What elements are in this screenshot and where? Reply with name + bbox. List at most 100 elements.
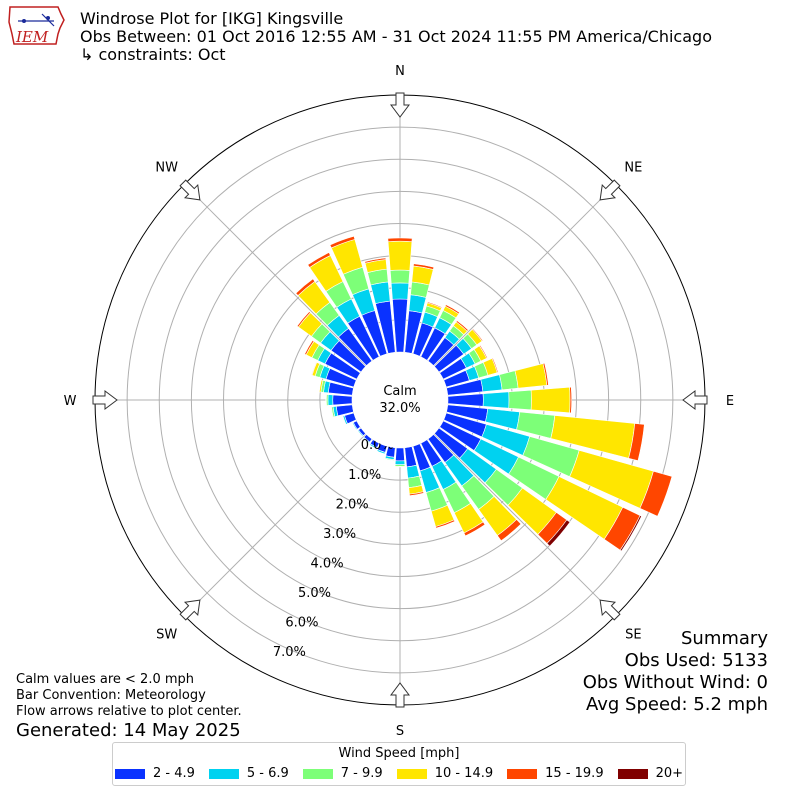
wind-bar-segment [390,282,410,300]
iowa-map-icon: IEM [8,6,65,46]
direction-label-nw: NW [155,161,178,176]
wind-bar-segment [480,374,503,393]
grid-spoke [183,183,367,367]
avg-speed: Avg Speed: 5.2 mph [586,694,768,715]
wind-bars [295,235,673,552]
flow-arrow-w [92,390,118,410]
legend-swatch [302,768,333,779]
direction-labels: N NE E SE S SW W NW [64,64,735,739]
chart-header: Windrose Plot for [IKG] Kingsville Obs B… [80,10,712,64]
wind-bar-segment [369,443,378,450]
direction-label-sw: SW [156,627,177,642]
legend-items: 2 - 4.9 5 - 6.9 7 - 9.9 10 - 14.9 15 - 19.9 2… [113,766,685,781]
legend-label: 5 - 6.9 [246,766,289,781]
wind-bar-segment [639,470,673,517]
notes-panel: Calm values are < 2.0 mph Bar Convention… [16,672,242,742]
flow-arrow-ne [599,179,621,201]
wind-bar-segment [435,519,456,529]
wind-bar-segment [362,436,371,444]
wind-bar-segment [479,344,488,359]
wind-bar-segment [471,328,484,342]
iem-logo: IEM [6,4,66,50]
wind-bar-segment [569,386,572,414]
wind-bar-segment [409,491,425,497]
wind-bar-segment [514,363,548,389]
obs-range: Obs Between: 01 Oct 2016 12:55 AM - 31 O… [80,27,712,46]
summary-title: Summary [681,628,768,649]
radial-tick-label: 5.0% [298,586,331,601]
direction-label-ne: NE [624,161,642,176]
direction-label-w: W [64,394,77,409]
bar-convention-note: Bar Convention: Meteorology [16,688,206,703]
legend-swatch [507,768,538,779]
wind-bar-segment [455,320,469,332]
wind-bar-segment [542,362,549,386]
wind-bar-segment [387,240,413,271]
wind-bar-segment [387,237,413,242]
radial-tick-label: 1.0% [348,468,381,483]
obs-used: Obs Used: 5133 [624,650,768,671]
wind-bar-segment [413,263,435,270]
legend-item: 20+ [617,766,683,781]
wind-bar-segment [364,257,387,264]
wind-bar-segment [307,252,331,268]
wind-bar-segment [444,304,461,315]
flow-arrow-se [599,599,621,621]
calm-label: Calm [383,384,416,399]
flow-arrow-nw [179,179,201,201]
wind-bar-segment [330,406,334,418]
flow-arrow-e [682,390,708,410]
wind-bar-segment [546,519,571,547]
legend-label: 2 - 4.9 [152,766,195,781]
wind-bar-segment [384,457,395,461]
radial-tick-label: 2.0% [336,497,369,512]
wind-bar-segment [491,357,499,374]
direction-label-e: E [726,394,734,409]
wind-bar-segment [376,449,386,455]
legend-swatch [396,768,427,779]
wind-bar-segment [394,465,406,468]
constraints: ↳ constraints: Oct [80,45,226,64]
radial-tick-labels: 0.0%1.0%2.0%3.0%4.0%5.0%6.0%7.0% [273,438,394,660]
direction-label-s: S [396,724,404,739]
calm-circle [352,352,448,448]
flow-arrow-sw [179,599,201,621]
direction-label-n: N [395,64,405,79]
wind-bar-segment [628,423,645,462]
wind-bar-segment [318,379,324,393]
legend-title: Wind Speed [mph] [338,746,460,761]
direction-label-se: SE [625,627,641,642]
wind-bar-segment [619,515,642,552]
summary-panel: Summary Obs Used: 5133 Obs Without Wind:… [583,628,768,716]
radial-tick-label: 6.0% [285,616,318,631]
radial-tick-label: 7.0% [273,645,306,660]
wind-bar-segment [508,389,532,411]
chart-title: Windrose Plot for [IKG] Kingsville [80,9,344,28]
wind-bar-segment [482,391,510,409]
legend-label: 15 - 19.9 [545,766,604,781]
radial-grid [94,94,706,706]
wind-bar-segment [406,464,420,479]
obs-without-wind: Obs Without Wind: 0 [582,672,768,693]
flow-arrows-note: Flow arrows relative to plot center. [16,704,242,719]
grid-spoke [183,433,367,617]
flow-arrow-s [390,682,410,708]
wind-bar-segment [408,294,427,314]
flow-arrow-n [390,92,410,118]
legend: Wind Speed [mph] 2 - 4.9 5 - 6.9 7 - 9.9 10… [112,742,686,786]
legend-swatch [114,768,145,779]
wind-bar-segment [332,394,353,406]
wind-bar-segment [352,422,358,431]
wind-bar-segment [389,269,411,284]
legend-item: 10 - 14.9 [396,766,493,781]
legend-swatch [617,768,648,779]
wind-bar-segment [329,235,356,249]
legend-swatch [208,768,239,779]
svg-text:IEM: IEM [15,28,49,46]
legend-item: 15 - 19.9 [507,766,604,781]
wind-bar-segment [296,311,311,328]
legend-label: 7 - 9.9 [340,766,383,781]
wind-bar-segment [496,518,522,542]
wind-bar-segment [311,361,318,376]
wind-bar-segment [463,521,486,537]
